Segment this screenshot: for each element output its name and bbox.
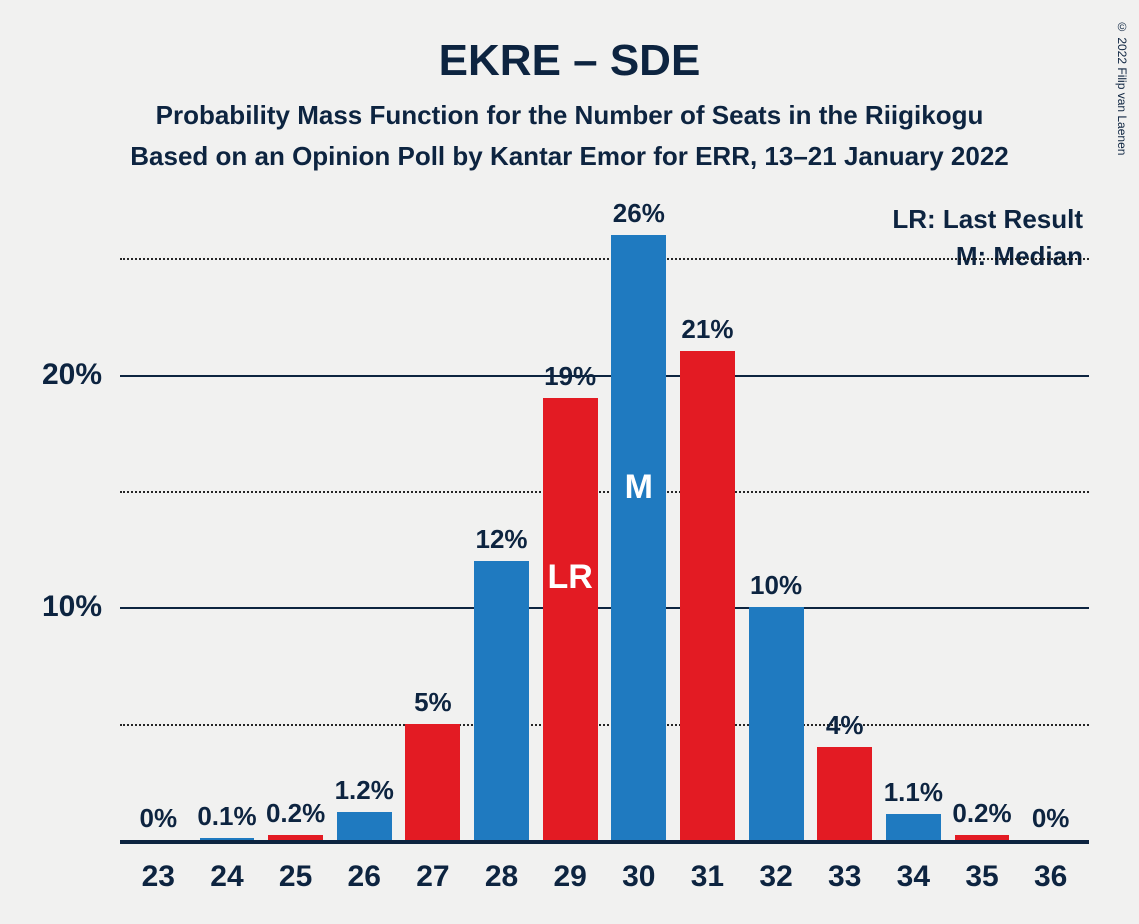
chart-container: © 2022 Filip van Laenen EKRE – SDE Proba… — [0, 0, 1139, 924]
x-axis-tick-label: 29 — [536, 860, 605, 894]
bar-value-label: 0.2% — [266, 798, 325, 829]
x-axis-tick-label: 24 — [193, 860, 262, 894]
bar-slot: 0.2% — [261, 200, 330, 840]
bar — [817, 747, 872, 840]
bar — [955, 835, 1010, 840]
x-axis-tick-label: 35 — [948, 860, 1017, 894]
x-axis-tick-label: 30 — [604, 860, 673, 894]
x-axis-tick-label: 23 — [124, 860, 193, 894]
y-axis-label: 20% — [42, 358, 102, 392]
bar-slot: 21% — [673, 200, 742, 840]
bar — [474, 561, 529, 840]
x-axis-tick-label: 33 — [810, 860, 879, 894]
bar-slot: 10% — [742, 200, 811, 840]
marker-last-result: LR — [547, 558, 592, 597]
bar-slot: 12% — [467, 200, 536, 840]
chart-title: EKRE – SDE — [20, 36, 1119, 86]
x-axis-tick-label: 36 — [1016, 860, 1085, 894]
bar-value-label: 1.1% — [884, 777, 943, 808]
bar — [886, 814, 941, 840]
chart-plot: LR: Last Result M: Median 10%20%0%0.1%0.… — [120, 200, 1089, 840]
bar-slot: 1.1% — [879, 200, 948, 840]
bar-value-label: 5% — [414, 687, 452, 718]
bar-slot: 0% — [124, 200, 193, 840]
bar-value-label: 1.2% — [335, 775, 394, 806]
bar-slot: 26% M — [604, 200, 673, 840]
bar-value-label: 0.2% — [952, 798, 1011, 829]
bar-slot: 0% — [1016, 200, 1085, 840]
bar-value-label: 0.1% — [197, 801, 256, 832]
x-axis-tick-label: 32 — [742, 860, 811, 894]
bar — [611, 235, 666, 840]
bar-value-label: 26% — [613, 198, 665, 229]
bar-slot: 0.2% — [948, 200, 1017, 840]
bar-slot: 0.1% — [193, 200, 262, 840]
x-axis-tick-label: 27 — [399, 860, 468, 894]
bar — [268, 835, 323, 840]
bar-value-label: 4% — [826, 710, 864, 741]
bar — [543, 398, 598, 840]
bar-value-label: 10% — [750, 570, 802, 601]
bar — [680, 351, 735, 840]
bar-slot: 5% — [399, 200, 468, 840]
chart-subtitle-1: Probability Mass Function for the Number… — [20, 100, 1119, 131]
x-axis-tick-label: 28 — [467, 860, 536, 894]
x-axis-tick-label: 34 — [879, 860, 948, 894]
bars-group: 0% 0.1% 0.2% 1.2% 5% 12% 19% LR 26% M 21% 10% 4% 1.1%… — [120, 200, 1089, 840]
copyright: © 2022 Filip van Laenen — [1115, 20, 1129, 155]
x-axis: 2324252627282930313233343536 — [120, 860, 1089, 894]
bar-slot: 4% — [810, 200, 879, 840]
x-axis-tick-label: 31 — [673, 860, 742, 894]
bar — [405, 724, 460, 840]
plot-area: 10%20%0%0.1%0.2%1.2%5%12%19%LR26%M21%10%… — [120, 200, 1089, 840]
bar-value-label: 0% — [140, 803, 178, 834]
bar — [749, 607, 804, 840]
bar-slot: 1.2% — [330, 200, 399, 840]
x-axis-tick-label: 26 — [330, 860, 399, 894]
baseline — [120, 840, 1089, 844]
chart-subtitle-2: Based on an Opinion Poll by Kantar Emor … — [20, 141, 1119, 172]
y-axis-label: 10% — [42, 590, 102, 624]
bar — [337, 812, 392, 840]
bar-value-label: 19% — [544, 361, 596, 392]
marker-median: M — [625, 468, 653, 507]
bar-value-label: 0% — [1032, 803, 1070, 834]
bar — [200, 838, 255, 840]
bar-value-label: 21% — [681, 314, 733, 345]
bar-slot: 19% LR — [536, 200, 605, 840]
bar-value-label: 12% — [475, 524, 527, 555]
x-axis-tick-label: 25 — [261, 860, 330, 894]
